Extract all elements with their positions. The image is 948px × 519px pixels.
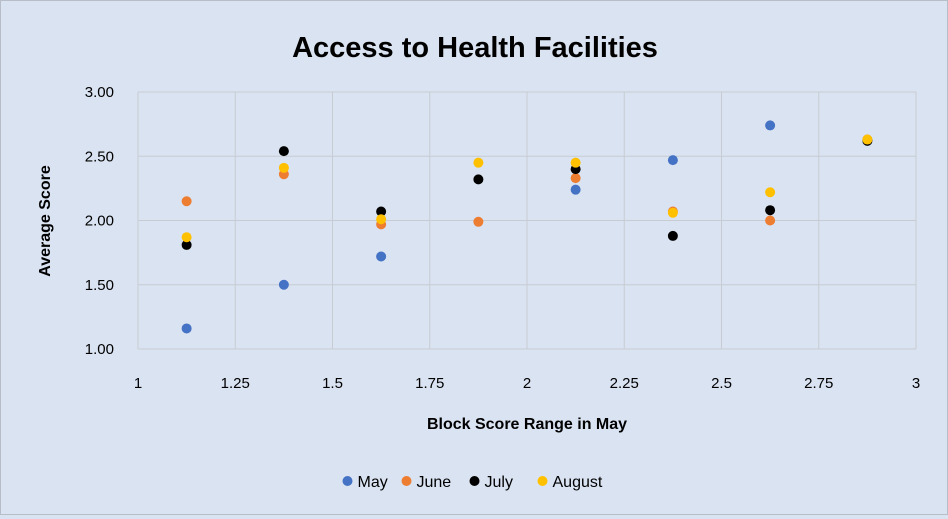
legend-item-may: May [342,474,388,491]
x-tick-label: 2.75 [804,375,833,392]
data-point-july [765,205,776,216]
y-tick-label: 1.00 [85,341,114,358]
legend-item-june: June [401,474,452,491]
data-point-july [278,146,289,157]
axes: 1 1.25 1.5 1.75 2 2.25 2.5 2.75 3 1.00 1.50 2.00 2.5… [85,84,920,392]
data-point-august [862,134,873,145]
data-point-august [376,214,387,225]
y-tick-label: 3.00 [85,84,114,101]
series-may [181,120,776,334]
legend: May June July August [342,474,603,491]
data-point-july [181,239,192,250]
data-point-august [278,162,289,173]
y-tick-label: 2.00 [85,213,114,230]
data-point-july [667,230,678,241]
data-point-may [570,184,581,195]
legend-label: May [358,474,388,491]
x-tick-label: 2.5 [711,375,732,392]
x-tick-label: 1.5 [322,375,343,392]
data-point-june [570,173,581,184]
data-point-may [765,120,776,131]
y-tick-label: 2.50 [85,148,114,165]
series-august [181,134,873,243]
data-point-august [667,207,678,218]
legend-label: August [553,474,603,491]
legend-item-august: August [537,474,603,491]
data-points [181,120,873,334]
x-tick-label: 1 [134,375,142,392]
x-tick-label: 1.75 [415,375,444,392]
legend-label: July [485,474,513,491]
data-point-june [473,216,484,227]
legend-item-july: July [469,474,513,491]
y-axis-title: Average Score [37,165,54,277]
data-point-august [570,157,581,168]
data-point-may [376,251,387,262]
data-point-august [181,232,192,243]
x-tick-label: 2 [523,375,531,392]
data-point-june [181,196,192,207]
data-point-july [376,206,387,217]
data-point-august [473,157,484,168]
x-tick-label: 3 [912,375,920,392]
legend-label: June [417,474,452,491]
legend-marker [537,476,548,486]
chart-title: Access to Health Facilities [292,32,658,64]
data-point-august [765,187,776,198]
legend-marker [469,476,480,486]
data-point-may [278,279,289,290]
data-point-may [667,155,678,166]
data-point-july [473,174,484,185]
x-tick-label: 1.25 [221,375,250,392]
legend-marker [401,476,412,486]
y-tick-label: 1.50 [85,277,114,294]
data-point-june [765,215,776,226]
x-tick-label: 2.25 [610,375,639,392]
x-axis-title: Block Score Range in May [427,416,627,433]
legend-marker [342,476,353,486]
data-point-may [181,323,192,334]
grid [137,91,917,350]
